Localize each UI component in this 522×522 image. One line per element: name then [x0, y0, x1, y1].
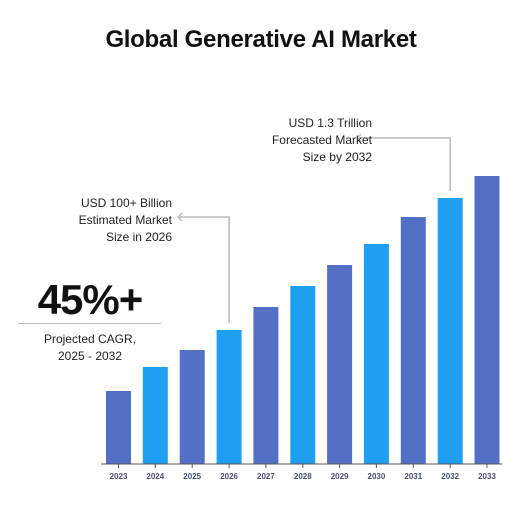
annotation-2032-line-2: Forecasted Market	[271, 133, 372, 147]
x-tick-label-2028: 2028	[294, 472, 312, 481]
cagr-divider	[18, 323, 161, 324]
bar-2028	[290, 286, 316, 464]
bar-2026	[216, 330, 242, 464]
bar-2025	[179, 350, 205, 464]
annotation-arrow-2032	[355, 133, 451, 191]
x-tick-label-2030: 2030	[368, 472, 386, 481]
bar-2031	[400, 217, 426, 464]
annotation-2032-line-1: USD 1.3 Trillion	[288, 116, 372, 130]
x-tick-label-2031: 2031	[404, 472, 422, 481]
bar-2027	[253, 307, 279, 464]
cagr-label: Projected CAGR, 2025 - 2032	[0, 331, 180, 365]
x-tick-label-2026: 2026	[220, 472, 238, 481]
x-tick-label-2023: 2023	[110, 472, 128, 481]
cagr-label-line-1: Projected CAGR,	[43, 332, 137, 346]
bar-2023	[106, 391, 131, 464]
bar-2033	[474, 176, 500, 464]
cagr-label-line-2: 2025 - 2032	[57, 349, 123, 363]
annotation-2026-line-3: Size in 2026	[105, 230, 172, 244]
x-tick-label-2027: 2027	[257, 472, 275, 481]
chart-title: Global Generative AI Market	[105, 26, 417, 53]
x-tick-label-2024: 2024	[146, 472, 164, 481]
cagr-value: 45%+	[37, 276, 144, 323]
x-tick-label-2025: 2025	[183, 472, 201, 481]
bar-2024	[142, 367, 168, 464]
annotation-2026-line-1: USD 100+ Billion	[80, 196, 172, 210]
bar-2032	[437, 198, 463, 464]
annotation-2026: USD 100+ Billion Estimated Market Size i…	[22, 195, 172, 246]
x-tick-label-2033: 2033	[478, 472, 496, 481]
annotation-2026-line-2: Estimated Market	[78, 213, 172, 227]
bar-2030	[363, 244, 389, 464]
annotation-2032: USD 1.3 Trillion Forecasted Market Size …	[212, 115, 372, 166]
x-tick-label-2032: 2032	[441, 472, 459, 481]
x-tick-label-2029: 2029	[331, 472, 349, 481]
annotation-2032-line-3: Size by 2032	[302, 150, 372, 164]
bar-2029	[327, 265, 353, 464]
annotation-arrow-2026	[176, 212, 230, 323]
